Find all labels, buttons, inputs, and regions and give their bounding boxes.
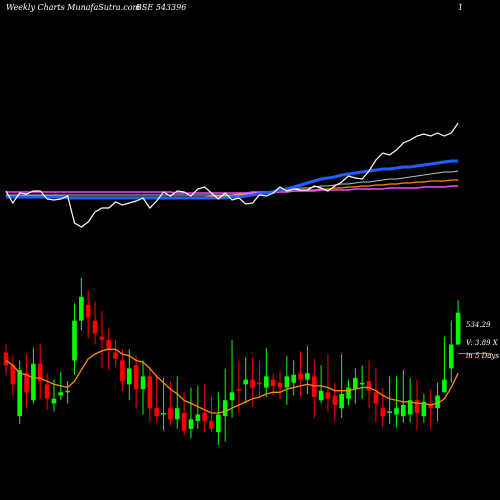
candle-body	[435, 395, 440, 409]
upper-line-ema-magenta	[6, 185, 459, 194]
candle-body	[305, 373, 310, 380]
candle-body	[154, 408, 159, 417]
candle-body	[174, 408, 180, 420]
candle-body	[133, 365, 139, 390]
header-site-text: - MunafaSutra.com	[62, 3, 141, 12]
candle-body	[311, 376, 317, 398]
header-code-text: BSE 543396	[135, 3, 186, 12]
candle-body	[359, 382, 365, 385]
candle-body	[120, 360, 125, 382]
candle-body	[188, 419, 194, 429]
candle-body	[44, 384, 50, 399]
candle-body	[10, 365, 16, 385]
upper-indicator-panel	[5, 122, 459, 228]
candle-body	[113, 352, 118, 359]
candle-body	[318, 390, 324, 401]
candle-body	[37, 363, 43, 382]
upper-line-price	[5, 122, 459, 228]
candle-body	[366, 381, 372, 391]
candle-body	[407, 400, 413, 415]
candle-body	[284, 376, 290, 388]
candle-body	[270, 379, 276, 386]
candle-body	[442, 379, 447, 393]
candle-body	[209, 420, 214, 429]
candle-body	[85, 304, 91, 318]
candle-body	[401, 405, 406, 417]
candle-body	[298, 373, 303, 380]
candle-body	[373, 392, 379, 404]
upper-line-ema-blue	[6, 159, 459, 200]
candle-body	[106, 339, 112, 350]
candle-body	[380, 408, 386, 417]
candle-body	[17, 370, 22, 417]
candle-body	[339, 393, 344, 409]
candle-body	[127, 368, 132, 385]
candle-body	[51, 398, 57, 404]
candle-body	[222, 400, 228, 417]
candle-body	[277, 382, 283, 388]
candle-body	[332, 395, 338, 406]
candle-body	[257, 382, 262, 385]
candle-body	[387, 411, 392, 413]
candle-body	[79, 296, 84, 321]
candle-body	[216, 414, 221, 433]
candle-body	[24, 373, 29, 393]
candle-body	[3, 352, 9, 366]
volume-label: V: 3.89 X	[466, 339, 499, 347]
candle-body	[92, 320, 98, 334]
candle-body	[181, 412, 187, 431]
header-left-text: Weekly Charts	[6, 3, 65, 12]
candle-body	[99, 336, 105, 340]
candle-body	[421, 401, 427, 417]
candle-body	[72, 320, 77, 361]
candle-body	[195, 414, 201, 421]
candle-body	[291, 374, 296, 383]
candle-body	[31, 363, 36, 401]
header-right-text: 1	[458, 3, 463, 12]
lower-price-panel	[3, 277, 492, 445]
last-price-label: 534.29	[466, 321, 491, 329]
upper-line-ema-gray	[6, 170, 459, 196]
candle-body	[243, 379, 249, 385]
candle-body	[455, 312, 461, 345]
candle-body	[414, 400, 420, 413]
candle-body	[353, 377, 358, 390]
candle-body	[229, 392, 235, 401]
candle-body	[168, 408, 173, 420]
candle-body	[325, 392, 331, 399]
candle-body	[264, 376, 269, 388]
candle-body	[428, 403, 433, 409]
candle-body	[394, 408, 399, 415]
candle-body	[448, 344, 454, 369]
days-label: in 5 Days	[466, 352, 499, 360]
candle-body	[236, 389, 242, 391]
candle-body	[250, 379, 255, 388]
candle-body	[65, 390, 70, 393]
candle-body	[147, 376, 153, 409]
candle-body	[346, 387, 351, 399]
candle-body	[202, 412, 207, 421]
candle-body	[58, 392, 64, 396]
price-ema-line	[5, 348, 459, 414]
candle-body	[140, 376, 146, 390]
candle-body	[161, 412, 166, 415]
